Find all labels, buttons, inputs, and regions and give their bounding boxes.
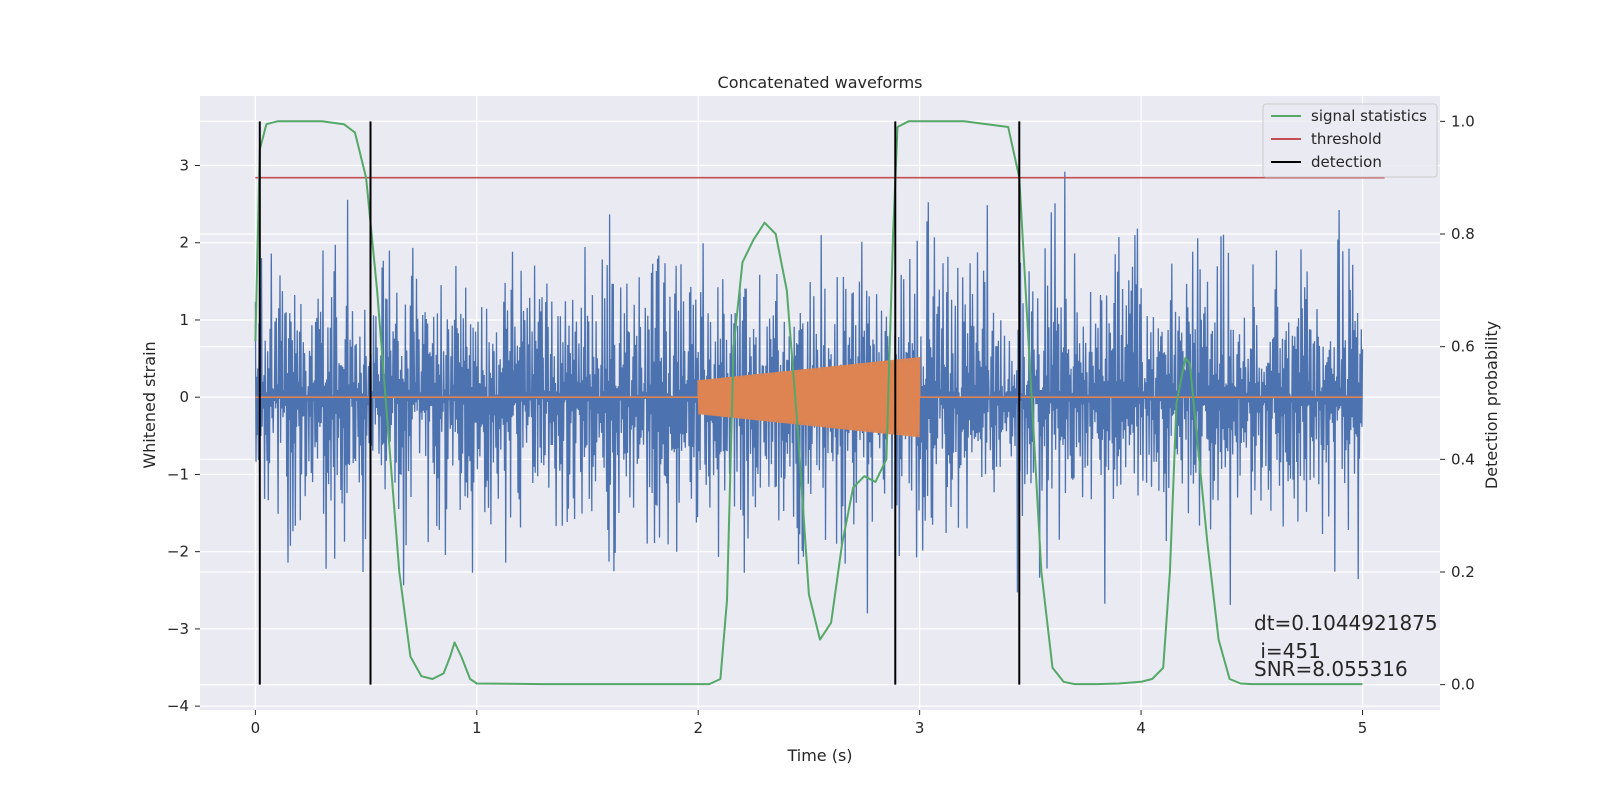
y2-tick-label: 0.2 [1451, 563, 1475, 581]
y2-tick-label: 0.8 [1451, 225, 1475, 243]
template-series [255, 356, 1363, 438]
x-tick-label: 5 [1358, 719, 1368, 737]
y-tick-label: −1 [167, 465, 189, 483]
legend-label-detection: detection [1311, 153, 1382, 171]
y-tick-label: −2 [167, 543, 189, 561]
y2-grid [200, 120, 1440, 686]
x-ticks: 0 1 2 3 4 5 [251, 710, 1368, 737]
y2-tick-label: 0.4 [1451, 450, 1475, 468]
x-tick-label: 2 [693, 719, 703, 737]
y-tick-label: 1 [179, 311, 189, 329]
y2-ticks: 0.0 0.2 0.4 0.6 0.8 1.0 [1440, 112, 1475, 694]
x-tick-label: 3 [915, 719, 925, 737]
legend: signal statistics threshold detection [1262, 103, 1438, 178]
y2-tick-label: 1.0 [1451, 112, 1475, 130]
y-tick-label: −4 [167, 697, 189, 715]
signal-layer [254, 120, 1385, 686]
x-tick-label: 1 [472, 719, 482, 737]
y-tick-label: −3 [167, 620, 189, 638]
template-layer [255, 356, 1363, 438]
x-axis-label: Time (s) [786, 746, 852, 765]
y-tick-label: 0 [179, 388, 189, 406]
legend-label-threshold: threshold [1311, 130, 1382, 148]
annotation-dt: dt=0.1044921875 [1254, 611, 1438, 635]
y-ticks: −4 −3 −2 −1 0 1 2 3 [167, 157, 200, 715]
y-tick-label: 3 [179, 157, 189, 175]
chart-title: Concatenated waveforms [718, 73, 923, 92]
y2-axis-label: Detection probability [1482, 321, 1501, 489]
annotation-snr: SNR=8.055316 [1254, 657, 1408, 681]
signal-statistics-series [254, 120, 1363, 686]
y-axis-label: Whitened strain [140, 341, 159, 468]
annotation-i: i=451 [1254, 639, 1321, 663]
y2-tick-label: 0.6 [1451, 338, 1475, 356]
legend-box [1262, 103, 1438, 178]
y2-tick-label: 0.0 [1451, 676, 1475, 694]
y-tick-label: 2 [179, 234, 189, 252]
x-tick-label: 0 [251, 719, 261, 737]
legend-label-signal-statistics: signal statistics [1311, 107, 1427, 125]
x-tick-label: 4 [1136, 719, 1146, 737]
